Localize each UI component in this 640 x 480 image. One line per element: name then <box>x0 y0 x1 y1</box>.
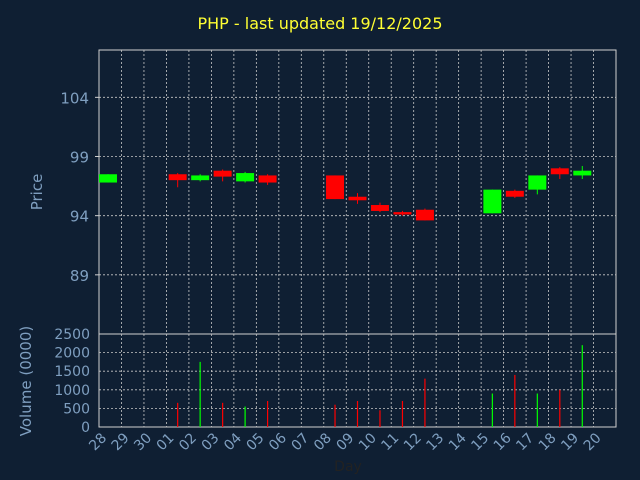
x-tick-label: 07 <box>289 430 313 454</box>
candle-body <box>99 174 117 183</box>
volume-tick-label: 500 <box>63 401 90 417</box>
volume-tick-label: 2500 <box>54 327 90 343</box>
price-tick-label: 94 <box>70 208 89 226</box>
x-tick-label: 19 <box>558 430 582 454</box>
price-plot-frame <box>98 49 617 335</box>
x-tick-label: 08 <box>311 430 335 454</box>
candle-body <box>258 175 277 183</box>
x-tick-label: 12 <box>401 430 425 454</box>
candle-body <box>326 175 345 200</box>
x-tick-label: 16 <box>491 430 515 454</box>
x-axis-label: Day <box>334 459 362 475</box>
candle-body <box>393 212 412 215</box>
x-tick-label: 05 <box>244 430 268 454</box>
x-tick-label: 06 <box>266 430 290 454</box>
x-tick-label: 02 <box>176 430 200 454</box>
chart-title: PHP - last updated 19/12/2025 <box>197 14 443 33</box>
candle-body <box>505 190 524 197</box>
x-tick-label: 11 <box>378 430 402 454</box>
candle-body <box>348 196 367 201</box>
x-tick-label: 14 <box>446 430 470 454</box>
x-tick-label: 03 <box>199 430 223 454</box>
x-tick-label: 10 <box>356 430 380 454</box>
volume-tick-label: 0 <box>81 420 90 436</box>
candle-body <box>550 168 569 175</box>
x-tick-label: 18 <box>536 430 560 454</box>
candle-body <box>573 170 592 176</box>
price-tick-label: 99 <box>70 149 89 167</box>
x-tick-label: 29 <box>109 430 133 454</box>
volume-tick-label: 2000 <box>54 346 90 362</box>
volume-tick-label: 1000 <box>54 383 90 399</box>
price-tick-label: 89 <box>70 267 89 285</box>
price-tick-label: 104 <box>60 89 89 107</box>
candle-body <box>415 209 434 221</box>
candle-body <box>213 170 232 177</box>
x-tick-label: 04 <box>221 430 245 454</box>
price-axis-label: Price <box>28 174 46 211</box>
candle-body <box>483 189 502 214</box>
x-tick-label: 20 <box>581 430 605 454</box>
x-tick-label: 09 <box>333 430 357 454</box>
volume-tick-label: 1500 <box>54 364 90 380</box>
candle-body <box>528 175 547 190</box>
candle-body <box>191 175 210 181</box>
x-tick-label: 01 <box>154 430 178 454</box>
x-tick-label: 17 <box>513 430 537 454</box>
x-tick-label: 30 <box>131 430 155 454</box>
candle-body <box>370 205 389 211</box>
volume-axis-label: Volume (0000) <box>17 326 35 436</box>
x-tick-label: 13 <box>423 430 447 454</box>
candle-body <box>168 174 187 181</box>
candle-body <box>236 173 255 182</box>
x-tick-label: 15 <box>468 430 492 454</box>
